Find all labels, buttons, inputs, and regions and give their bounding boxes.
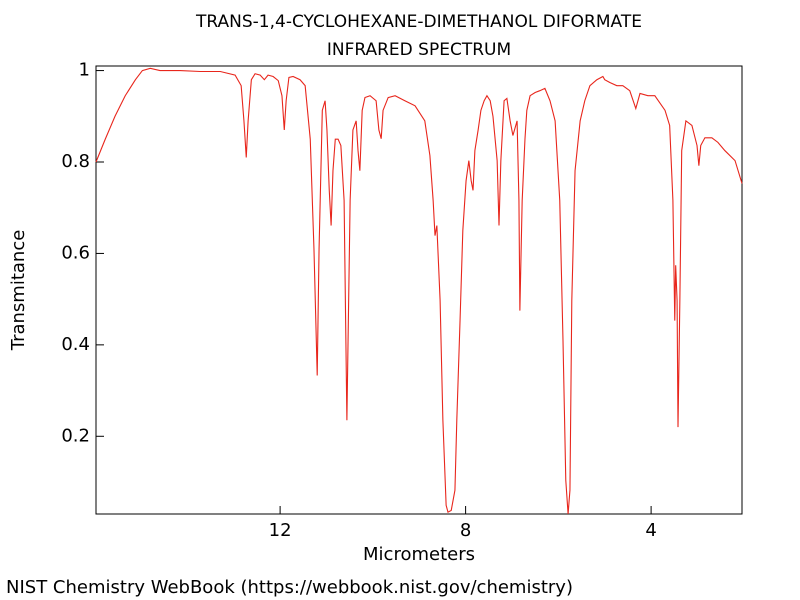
credit: NIST Chemistry WebBook (https://webbook.… <box>6 577 573 598</box>
x-tick-label: 8 <box>460 520 471 541</box>
y-tick-label: 1 <box>79 60 90 81</box>
x-tick-label: 4 <box>645 520 656 541</box>
x-tick-label: 12 <box>269 520 292 541</box>
y-tick-label: 0.4 <box>61 334 90 355</box>
chart-title: TRANS-1,4-CYCLOHEXANE-DIMETHANOL DIFORMA… <box>195 12 642 32</box>
y-tick-label: 0.6 <box>61 242 90 263</box>
chart-subtitle: INFRARED SPECTRUM <box>327 40 511 60</box>
y-axis-label: Transmitance <box>8 230 29 352</box>
y-tick-label: 0.8 <box>61 151 90 172</box>
x-axis-label: Micrometers <box>363 544 475 565</box>
y-tick-label: 0.2 <box>61 425 90 446</box>
spectrum-line <box>95 67 743 515</box>
plot-frame <box>95 65 743 515</box>
